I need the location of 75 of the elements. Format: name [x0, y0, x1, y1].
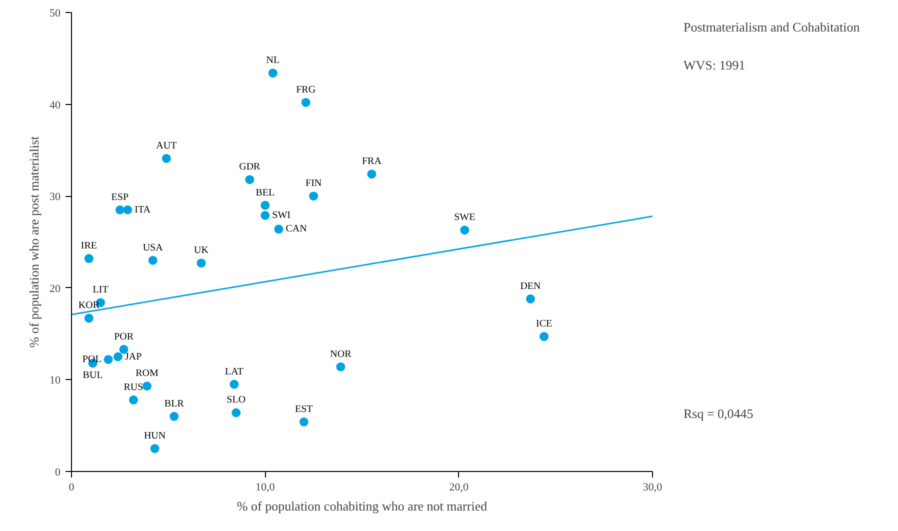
point [170, 412, 179, 421]
text: WVS: 1991 [684, 58, 746, 73]
annotation: SWI [272, 210, 291, 221]
point [196, 258, 206, 268]
point [336, 362, 346, 372]
annotation: BLR [164, 398, 184, 410]
annotation: POR [114, 331, 134, 342]
point [274, 224, 284, 234]
annotation: SLO [226, 394, 246, 406]
annotation: EST [295, 404, 313, 415]
annotation: CAN [286, 224, 307, 235]
annotation: FRG [296, 84, 316, 96]
point [115, 205, 124, 214]
text: Postmaterialism and Cohabitation [684, 20, 860, 35]
y-axis-title: % of population who are post materialist [26, 136, 42, 348]
annotation: SWE [454, 212, 476, 224]
point [119, 344, 128, 354]
annotation: ITA [134, 204, 152, 216]
annotation: IRE [80, 240, 97, 252]
annotation: FRA [362, 156, 382, 168]
text: Rsq = 0,0445 [684, 406, 754, 422]
point [367, 170, 376, 179]
point [84, 254, 94, 264]
point [309, 192, 318, 201]
point [113, 352, 122, 362]
x-axis-title: % of population cohabiting who are not married [236, 498, 488, 514]
x-tick-label: 30,0 [642, 482, 663, 494]
point [162, 154, 171, 163]
annotation: GDR [239, 162, 261, 173]
point [148, 256, 158, 265]
point [540, 332, 549, 342]
y-tick-label: 50 [50, 8, 61, 20]
point [84, 314, 94, 323]
annotation: POL [82, 354, 102, 366]
annotation: ESP [111, 192, 129, 203]
annotation: DEN [520, 280, 541, 292]
x-tick-label: 0 [68, 482, 75, 494]
annotation: UK [194, 245, 210, 256]
annotation: LIT [92, 284, 108, 296]
annotation: RUS [124, 382, 144, 393]
point [230, 380, 239, 389]
point [460, 226, 470, 235]
point [299, 417, 308, 426]
point [232, 408, 241, 418]
annotation: LAT [225, 366, 244, 378]
point [301, 98, 310, 107]
point [128, 395, 138, 404]
point [104, 355, 113, 364]
point [123, 205, 132, 214]
annotation: AUT [156, 140, 177, 152]
y-tick-label: 30 [50, 191, 61, 204]
annotation: ROM [136, 368, 159, 380]
point [526, 294, 535, 304]
x-tick-label: 20,0 [449, 482, 469, 494]
annotation: KOR [78, 300, 100, 312]
annotation: USA [142, 242, 164, 254]
point [260, 200, 270, 210]
x-tick-label: 10,0 [256, 482, 276, 494]
y-tick-label: 10 [50, 374, 61, 387]
annotation: BUL [82, 370, 103, 382]
y-tick-label: 0 [55, 466, 61, 478]
point [142, 382, 152, 391]
point [245, 175, 254, 184]
annotation: JAP [124, 351, 142, 362]
y-tick-label: 40 [50, 99, 61, 112]
y-tick-label: 20 [50, 282, 61, 295]
annotation: FIN [306, 178, 322, 190]
annotation: NL [266, 55, 280, 66]
annotation: HUN [144, 430, 166, 442]
point [260, 210, 270, 220]
point [150, 444, 160, 454]
annotation: BEL [256, 187, 275, 198]
point [268, 68, 278, 78]
annotation: ICE [536, 318, 552, 330]
annotation: NOR [330, 348, 352, 360]
